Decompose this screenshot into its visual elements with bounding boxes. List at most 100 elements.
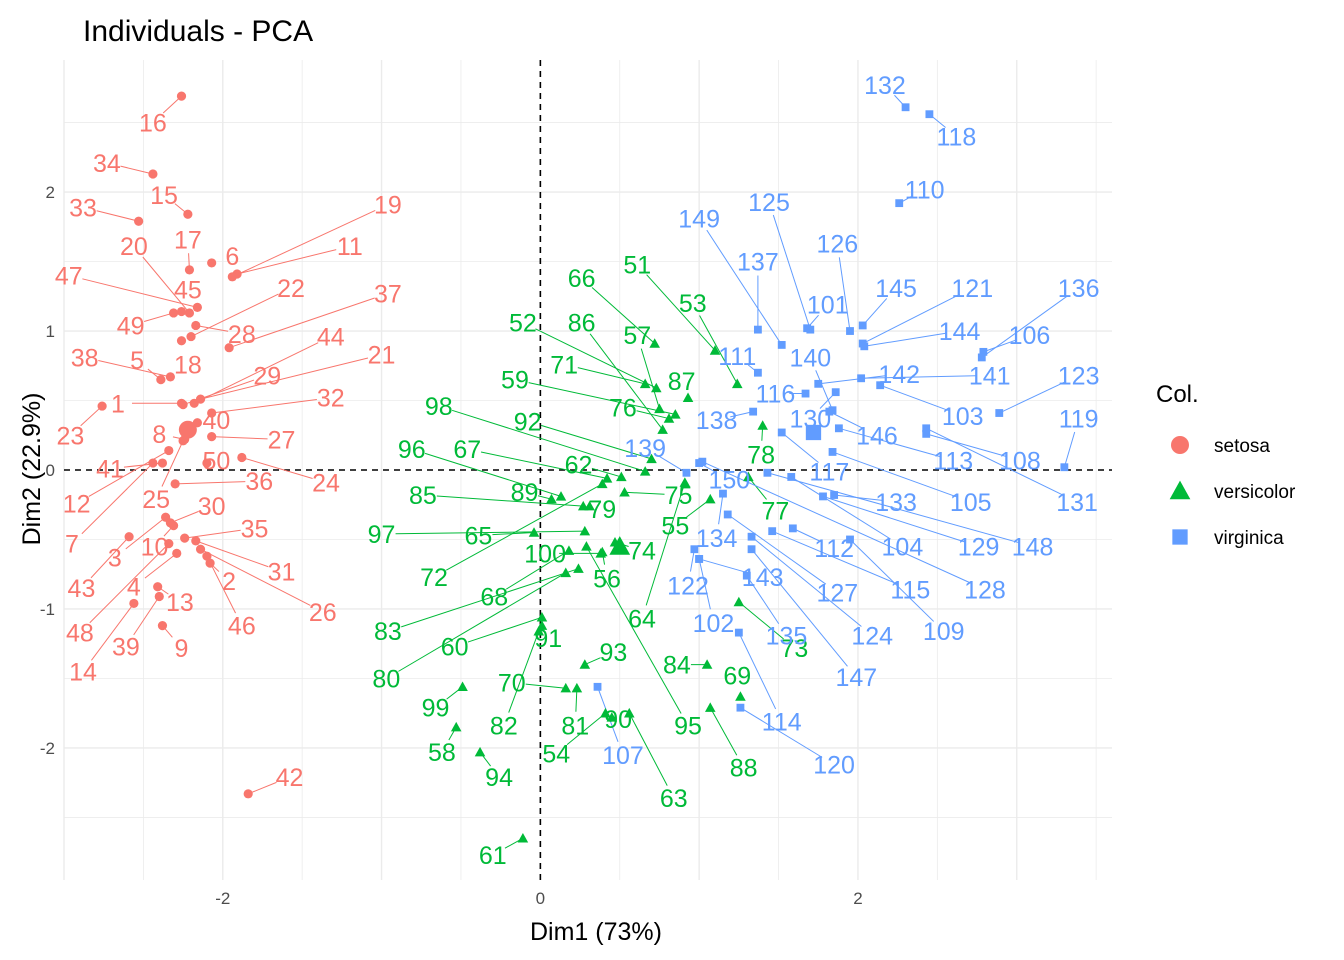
- point-label: 130: [789, 406, 831, 434]
- data-point-virginica: [830, 491, 839, 499]
- data-point-virginica: [979, 347, 988, 356]
- data-point-setosa: [224, 343, 234, 353]
- data-point-versicolor: [579, 525, 591, 536]
- label-leader-line: [656, 454, 687, 474]
- data-point-setosa: [202, 551, 212, 561]
- data-point-virginica: [995, 409, 1004, 417]
- label-leader-line: [467, 616, 543, 643]
- label-leader-line: [125, 516, 166, 550]
- point-label: 29: [253, 362, 281, 390]
- point-label: 73: [781, 635, 809, 663]
- legend-label-virginica: virginica: [1214, 528, 1284, 549]
- data-point-virginica: [753, 368, 762, 377]
- point-label: 72: [420, 564, 448, 592]
- point-label: 5: [130, 347, 144, 375]
- data-point-setosa: [164, 445, 174, 456]
- point-label: 93: [599, 639, 627, 667]
- label-leader-line: [636, 410, 670, 420]
- point-label: 115: [890, 577, 930, 605]
- point-label: 64: [628, 606, 656, 634]
- data-point-versicolor: [546, 493, 557, 504]
- x-axis-title: Dim1 (73%): [530, 918, 662, 946]
- point-label: 56: [593, 565, 621, 593]
- point-label: 3: [108, 545, 122, 573]
- point-label: 126: [816, 230, 858, 258]
- data-point-setosa: [97, 401, 107, 411]
- label-leader-line: [645, 482, 686, 606]
- point-label: 100: [524, 540, 566, 568]
- x-tick-label: -2: [215, 889, 230, 908]
- point-label: 39: [112, 634, 140, 662]
- data-point-virginica: [753, 325, 762, 334]
- data-point-virginica: [787, 473, 796, 481]
- centroid-virginica: [805, 424, 822, 441]
- data-point-virginica: [806, 325, 815, 334]
- point-label: 52: [509, 310, 537, 338]
- label-leader-line: [746, 575, 780, 625]
- point-label: 86: [568, 310, 596, 338]
- point-label: 106: [1009, 322, 1051, 350]
- label-leader-line: [727, 514, 827, 585]
- label-leader-line: [424, 452, 562, 497]
- data-point-versicolor: [679, 477, 691, 487]
- label-leader-line: [646, 274, 716, 351]
- label-leader-line: [879, 384, 950, 412]
- label-leader-line: [175, 481, 246, 485]
- point-label: 37: [374, 280, 402, 308]
- label-leader-line: [926, 433, 1007, 457]
- data-point-setosa: [164, 539, 174, 549]
- point-label: 31: [268, 558, 296, 586]
- data-point-versicolor: [670, 409, 681, 419]
- point-label: 121: [951, 275, 993, 303]
- data-point-setosa: [205, 558, 215, 568]
- label-leader-line: [80, 405, 103, 427]
- point-label: 34: [93, 150, 121, 178]
- label-leader-line: [211, 399, 317, 414]
- point-label: 51: [623, 251, 651, 279]
- point-label: 123: [1058, 362, 1100, 390]
- point-label: 41: [96, 456, 124, 484]
- point-label: 140: [789, 344, 831, 372]
- point-label: 27: [268, 426, 296, 454]
- data-point-setosa: [148, 458, 158, 468]
- data-point-virginica: [736, 703, 745, 712]
- data-point-versicolor: [735, 691, 746, 701]
- data-point-setosa: [124, 532, 134, 542]
- data-point-setosa: [202, 458, 212, 468]
- data-point-setosa: [186, 331, 196, 342]
- label-leader-line: [90, 536, 130, 579]
- data-point-virginica: [876, 381, 885, 390]
- label-leader-line: [91, 603, 135, 661]
- data-point-versicolor: [560, 682, 572, 693]
- data-point-setosa: [176, 336, 187, 346]
- data-point-versicolor: [619, 486, 630, 497]
- data-point-virginica: [682, 468, 691, 477]
- point-label: 89: [511, 479, 539, 507]
- label-leader-line: [195, 540, 269, 568]
- point-label: 104: [882, 533, 924, 561]
- point-label: 145: [875, 275, 917, 303]
- data-point-versicolor: [616, 471, 627, 482]
- label-leader-line: [566, 712, 606, 746]
- data-point-versicolor: [528, 527, 540, 537]
- label-leader-line: [740, 707, 823, 758]
- point-label: 20: [120, 233, 148, 261]
- label-leader-line: [184, 529, 241, 539]
- data-point-versicolor: [639, 466, 651, 476]
- data-point-setosa: [243, 789, 253, 799]
- data-point-setosa: [129, 598, 139, 609]
- point-label: 15: [150, 182, 178, 210]
- data-point-virginica: [749, 407, 758, 416]
- y-tick-label: 1: [46, 322, 55, 341]
- label-leader-line: [718, 493, 724, 525]
- label-leader-line: [999, 381, 1067, 414]
- point-label: 32: [317, 385, 345, 413]
- label-leader-line: [792, 527, 822, 543]
- data-point-versicolor: [536, 612, 548, 622]
- label-leader-line: [584, 657, 601, 666]
- point-label: 23: [56, 422, 84, 450]
- data-point-versicolor: [704, 493, 716, 504]
- point-label: 131: [1056, 489, 1098, 517]
- x-tick-label: 2: [853, 889, 862, 908]
- data-point-virginica: [819, 492, 827, 501]
